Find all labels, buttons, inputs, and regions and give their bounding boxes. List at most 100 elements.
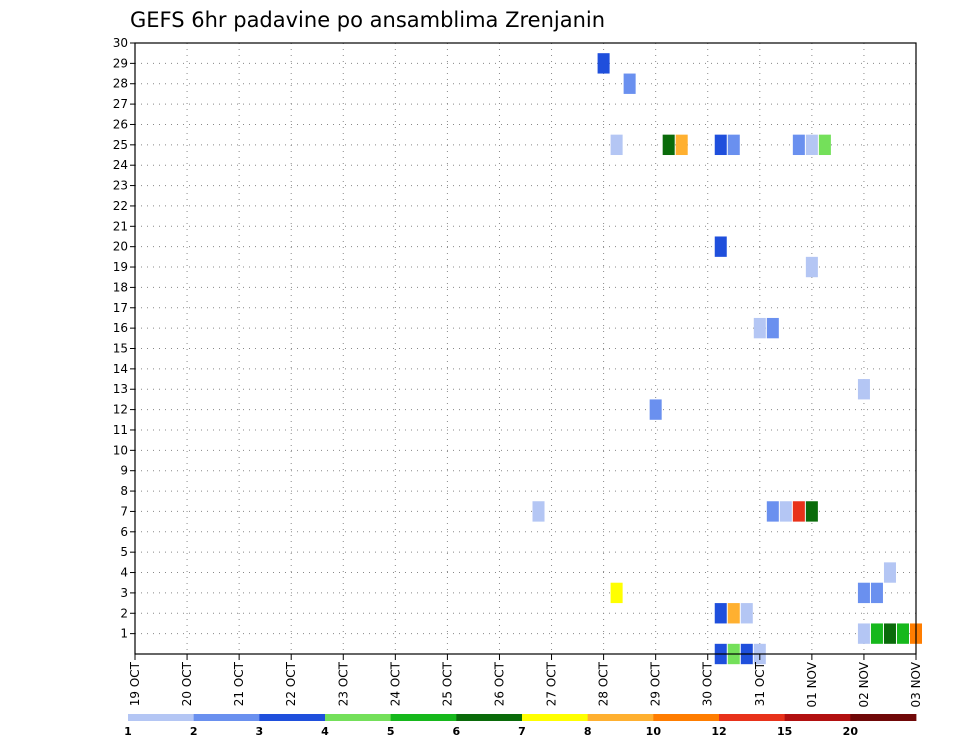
y-tick-label: 2 bbox=[120, 606, 128, 620]
heatmap-cells bbox=[532, 53, 923, 665]
y-tick-label: 14 bbox=[113, 362, 128, 376]
precip-cell bbox=[597, 53, 610, 74]
precip-cell bbox=[675, 134, 688, 156]
colorbar-swatch bbox=[653, 714, 720, 721]
y-tick-label: 30 bbox=[113, 36, 128, 50]
colorbar-label: 3 bbox=[256, 725, 264, 738]
colorbar-label: 10 bbox=[646, 725, 662, 738]
precip-cell bbox=[818, 134, 831, 156]
colorbar-label: 4 bbox=[321, 725, 329, 738]
colorbar-swatch bbox=[128, 714, 195, 721]
precip-cell bbox=[727, 134, 740, 156]
colorbar-swatch bbox=[325, 714, 392, 721]
y-tick-label: 21 bbox=[113, 219, 128, 233]
colorbar-swatch bbox=[850, 714, 917, 721]
colorbar-swatch bbox=[587, 714, 654, 721]
y-tick-label: 18 bbox=[113, 280, 128, 294]
precip-cell bbox=[870, 582, 883, 604]
precip-cell bbox=[714, 236, 727, 257]
colorbar-label: 6 bbox=[453, 725, 461, 738]
colorbar-label: 5 bbox=[387, 725, 395, 738]
precip-cell bbox=[805, 501, 818, 522]
y-tick-label: 27 bbox=[113, 97, 128, 111]
precip-cell bbox=[857, 623, 870, 644]
y-tick-label: 4 bbox=[120, 566, 128, 580]
precip-cell bbox=[727, 603, 740, 624]
precip-cell bbox=[662, 134, 675, 156]
y-tick-label: 5 bbox=[120, 545, 128, 559]
y-tick-label: 17 bbox=[113, 301, 128, 315]
x-axis-ticks: 19 OCT 20 OCT 21 OCT 22 OCT 23 OCT 24 OCT 25 O… bbox=[128, 654, 923, 708]
y-tick-label: 8 bbox=[120, 484, 128, 498]
precip-cell bbox=[805, 256, 818, 278]
y-tick-label: 11 bbox=[113, 423, 128, 437]
precip-cell bbox=[883, 623, 896, 644]
precip-cell bbox=[766, 501, 779, 522]
colorbar-swatch bbox=[193, 714, 260, 721]
x-tick-label: 19 OCT bbox=[128, 661, 142, 706]
grid-lines bbox=[135, 43, 916, 654]
precip-cell bbox=[740, 603, 753, 624]
precip-cell bbox=[623, 73, 636, 94]
y-tick-label: 25 bbox=[113, 138, 128, 152]
y-tick-label: 10 bbox=[113, 443, 128, 457]
y-tick-label: 1 bbox=[120, 627, 128, 641]
precip-cell bbox=[610, 582, 623, 604]
precip-cell bbox=[766, 317, 779, 339]
colorbar-label: 8 bbox=[584, 725, 592, 738]
y-tick-label: 19 bbox=[113, 260, 128, 274]
precip-cell bbox=[753, 317, 766, 339]
x-tick-label: 02 NOV bbox=[857, 661, 871, 707]
colorbar-swatch bbox=[522, 714, 589, 721]
x-tick-label: 29 OCT bbox=[649, 661, 663, 706]
precip-cell bbox=[714, 134, 727, 156]
colorbar-label: 15 bbox=[777, 725, 792, 738]
x-tick-label: 03 NOV bbox=[909, 661, 923, 707]
precip-cell bbox=[649, 399, 662, 420]
precip-cell bbox=[714, 603, 727, 624]
x-tick-label: 20 OCT bbox=[180, 661, 194, 706]
colorbar-swatch bbox=[784, 714, 851, 721]
colorbar-swatch bbox=[456, 714, 523, 721]
y-tick-label: 26 bbox=[113, 117, 128, 131]
y-tick-label: 24 bbox=[113, 158, 128, 172]
x-tick-label: 21 OCT bbox=[232, 661, 246, 706]
precip-cell bbox=[610, 134, 623, 156]
y-tick-label: 9 bbox=[120, 464, 128, 478]
colorbar-swatch bbox=[390, 714, 457, 721]
colorbar-label: 20 bbox=[843, 725, 859, 738]
y-tick-label: 7 bbox=[120, 504, 128, 518]
colorbar-label: 7 bbox=[518, 725, 526, 738]
x-tick-label: 30 OCT bbox=[701, 661, 715, 706]
y-tick-label: 12 bbox=[113, 403, 128, 417]
y-tick-label: 23 bbox=[113, 179, 128, 193]
x-tick-label: 27 OCT bbox=[545, 661, 559, 706]
precip-cell bbox=[870, 623, 883, 644]
colorbar-legend: 1 2 3 4 5 6 7 8 10 12 15 20 bbox=[124, 714, 917, 738]
colorbar-label: 1 bbox=[124, 725, 132, 738]
y-tick-label: 3 bbox=[120, 586, 128, 600]
y-tick-label: 13 bbox=[113, 382, 128, 396]
y-tick-label: 6 bbox=[120, 525, 128, 539]
x-tick-label: 24 OCT bbox=[388, 661, 402, 706]
x-tick-label: 28 OCT bbox=[597, 661, 611, 706]
y-tick-label: 16 bbox=[113, 321, 128, 335]
precip-cell bbox=[857, 379, 870, 400]
y-axis-ticks: 1234567891011121314151617181920212223242… bbox=[113, 36, 135, 641]
y-tick-label: 15 bbox=[113, 342, 128, 356]
x-tick-label: 26 OCT bbox=[492, 661, 506, 706]
colorbar-swatch bbox=[259, 714, 326, 721]
precip-cell bbox=[792, 501, 805, 522]
precip-cell bbox=[779, 501, 792, 522]
colorbar-label: 2 bbox=[190, 725, 198, 738]
y-tick-label: 22 bbox=[113, 199, 128, 213]
precip-cell bbox=[532, 501, 545, 522]
colorbar-swatch bbox=[719, 714, 786, 721]
precip-cell bbox=[792, 134, 805, 156]
colorbar-label: 12 bbox=[711, 725, 726, 738]
precip-cell bbox=[857, 582, 870, 604]
chart-title: GEFS 6hr padavine po ansamblima Zrenjani… bbox=[130, 8, 605, 32]
y-tick-label: 29 bbox=[113, 56, 128, 70]
precip-cell bbox=[805, 134, 818, 156]
